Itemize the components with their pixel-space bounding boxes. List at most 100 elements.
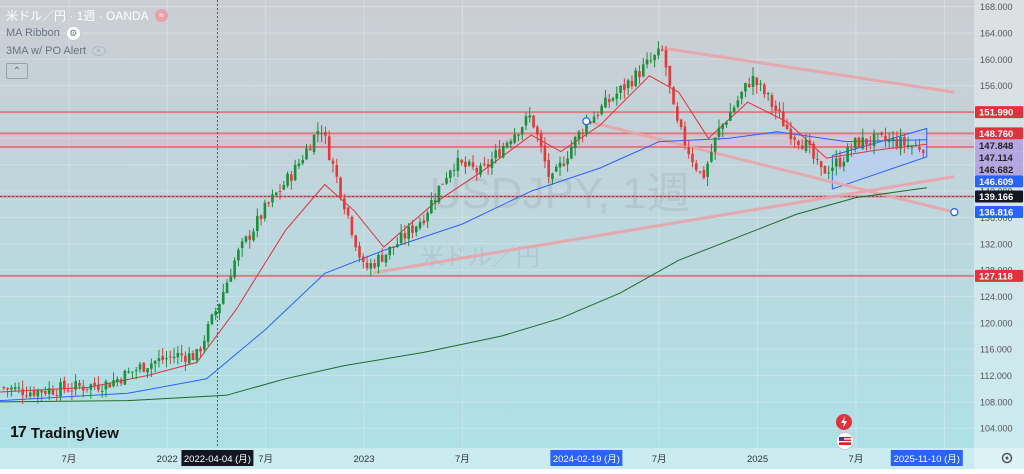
candle-body — [581, 132, 585, 134]
price-label-box — [975, 269, 1023, 282]
candle-body — [615, 93, 619, 99]
indicator-label[interactable]: MA Ribbon — [6, 27, 60, 39]
candle-body — [619, 85, 622, 93]
collapse-icon[interactable]: ⌃ — [6, 63, 28, 79]
candle-body — [85, 388, 89, 390]
markers[interactable] — [582, 117, 959, 217]
settings-icon[interactable]: ⚙ — [65, 25, 81, 41]
y-tick-label: 120.000 — [980, 318, 1013, 328]
candle-body — [668, 65, 672, 86]
candle-body — [210, 314, 214, 324]
candle-body — [853, 137, 857, 149]
candle-body — [710, 152, 713, 162]
candle-body — [641, 64, 645, 77]
candle-body — [445, 177, 448, 184]
candle-body — [846, 146, 849, 162]
horizontal-levels[interactable] — [0, 0, 974, 448]
y-tick-label: 112.000 — [980, 371, 1012, 381]
candle-body — [293, 164, 297, 181]
candle-body — [437, 185, 441, 203]
candle-body — [346, 207, 350, 216]
candle-body — [108, 383, 112, 388]
indicator-label[interactable]: 3MA w/ PO Alert — [6, 45, 87, 57]
symbol-title[interactable]: 米ドル／円 · 1週 · OANDA — [6, 8, 149, 23]
candle-body — [800, 145, 804, 150]
x-tick-label: 7月 — [61, 454, 76, 465]
trendline-channel-lower — [586, 119, 955, 214]
price-label-text: 146.609 — [979, 177, 1013, 188]
candle-body — [119, 379, 123, 384]
candle-body — [532, 115, 535, 128]
candle-body — [206, 324, 210, 342]
indicator-row-3ma[interactable]: 3MA w/ PO Alert — [6, 42, 168, 60]
candle-body — [267, 202, 270, 204]
gear-icon[interactable] — [1000, 451, 1014, 465]
candle-body — [467, 161, 471, 166]
us-flag-icon[interactable] — [836, 432, 854, 450]
candle-body — [59, 382, 62, 397]
resistance-zone — [0, 133, 974, 148]
ma-slow-line — [0, 187, 927, 403]
candle-body — [369, 263, 373, 269]
x-tick-label: 2025 — [747, 454, 768, 465]
candle-body — [339, 177, 342, 198]
candle-body — [755, 77, 759, 86]
candle-body — [187, 353, 191, 364]
candle-body — [100, 391, 104, 393]
candle-body — [316, 131, 320, 135]
candle-body — [418, 222, 422, 229]
legend: 米ドル／円 · 1週 · OANDA ≈ MA Ribbon ⚙ 3MA w/ … — [6, 6, 168, 79]
candle-body — [104, 381, 108, 390]
eye-icon[interactable] — [92, 46, 107, 56]
candle-body — [63, 380, 66, 390]
candle-body — [793, 137, 796, 140]
candle-body — [751, 76, 755, 87]
candle-body — [433, 200, 437, 202]
candle-body — [721, 124, 725, 130]
price-label-box — [975, 106, 1023, 119]
candle-body — [361, 256, 365, 262]
candle-body — [539, 133, 543, 147]
candle-body — [679, 119, 683, 127]
candle-body — [573, 136, 577, 149]
candle-body — [494, 150, 498, 159]
candle-body — [850, 148, 853, 150]
compare-icon[interactable]: ≈ — [154, 8, 168, 22]
indicator-row-ma-ribbon[interactable]: MA Ribbon ⚙ — [6, 24, 168, 42]
candle-body — [759, 83, 762, 85]
candle-body — [921, 150, 925, 153]
y-tick-label: 156.000 — [980, 81, 1013, 91]
candle-body — [452, 170, 456, 172]
candle-body — [331, 160, 335, 164]
time-axis — [0, 448, 1024, 469]
date-label-box — [181, 450, 254, 466]
candle-body — [142, 362, 146, 372]
candle-body — [638, 71, 641, 78]
candle-body — [747, 83, 751, 87]
candle-body — [604, 97, 607, 108]
candle-body — [426, 212, 429, 222]
legend-title-row[interactable]: 米ドル／円 · 1週 · OANDA ≈ — [6, 6, 168, 24]
candle-body — [324, 131, 327, 136]
price-label-text: 151.990 — [979, 108, 1013, 119]
candle-body — [70, 390, 74, 392]
candle-body — [831, 167, 834, 171]
candle-body — [448, 170, 452, 179]
candle-body — [657, 48, 660, 56]
candle-body — [797, 140, 800, 145]
tradingview-logo[interactable]: 17 TradingView — [10, 424, 119, 442]
candle-body — [834, 158, 838, 167]
candle-body — [403, 233, 407, 239]
candle-body — [237, 249, 240, 261]
candle-body — [592, 116, 596, 123]
lightning-icon[interactable] — [836, 414, 852, 430]
logo-text: TradingView — [30, 424, 119, 442]
price-label-box — [975, 190, 1023, 203]
price-label-text: 146.682 — [979, 165, 1013, 176]
candle-body — [320, 132, 323, 134]
candle-body — [551, 173, 554, 179]
y-tick-label: 160.000 — [980, 55, 1013, 65]
